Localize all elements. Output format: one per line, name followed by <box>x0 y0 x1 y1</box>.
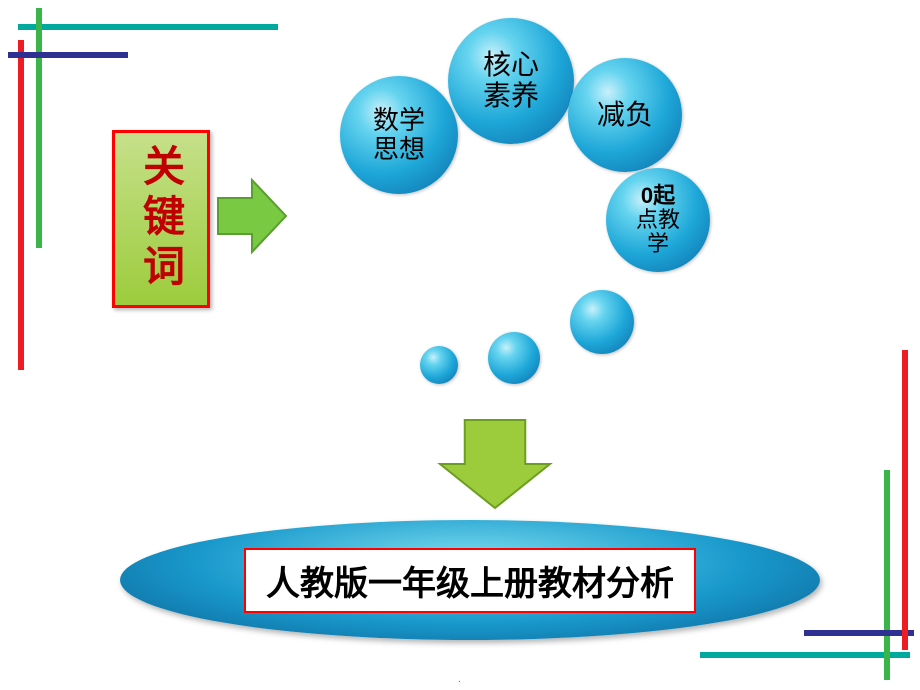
decor-top-v-green <box>36 8 42 248</box>
bubble-reduce: 减负 <box>568 58 682 172</box>
title-banner-text: 人教版一年级上册教材分析 <box>244 548 696 613</box>
decor-br-v-red <box>902 350 908 650</box>
decor-top-h-teal <box>18 24 278 30</box>
decor-top-v-red <box>18 40 24 370</box>
arrow-down-icon <box>440 420 550 508</box>
decor-br-h-teal <box>700 652 910 658</box>
decor-top-h-blue <box>8 52 128 58</box>
bubble-zero: 0起点教学 <box>606 168 710 272</box>
keyword-text: 关键词 <box>131 144 192 294</box>
bubble-s2 <box>488 332 540 384</box>
bubble-s3 <box>420 346 458 384</box>
bubble-math-label: 数学思想 <box>373 106 425 163</box>
footer-dot: . <box>458 674 461 685</box>
bubble-math: 数学思想 <box>340 76 458 194</box>
bubble-core-label: 核心素养 <box>483 50 539 112</box>
decor-br-v-green <box>884 470 890 680</box>
bubble-s1 <box>570 290 634 354</box>
bubble-zero-label: 0起点教学 <box>636 184 680 257</box>
keyword-box: 关键词 <box>112 130 210 308</box>
bubble-core: 核心素养 <box>448 18 574 144</box>
decor-br-h-blue <box>804 630 914 636</box>
arrow-right-icon <box>218 180 286 252</box>
bubble-reduce-label: 减负 <box>597 100 653 131</box>
title-banner: 人教版一年级上册教材分析 <box>120 520 820 640</box>
